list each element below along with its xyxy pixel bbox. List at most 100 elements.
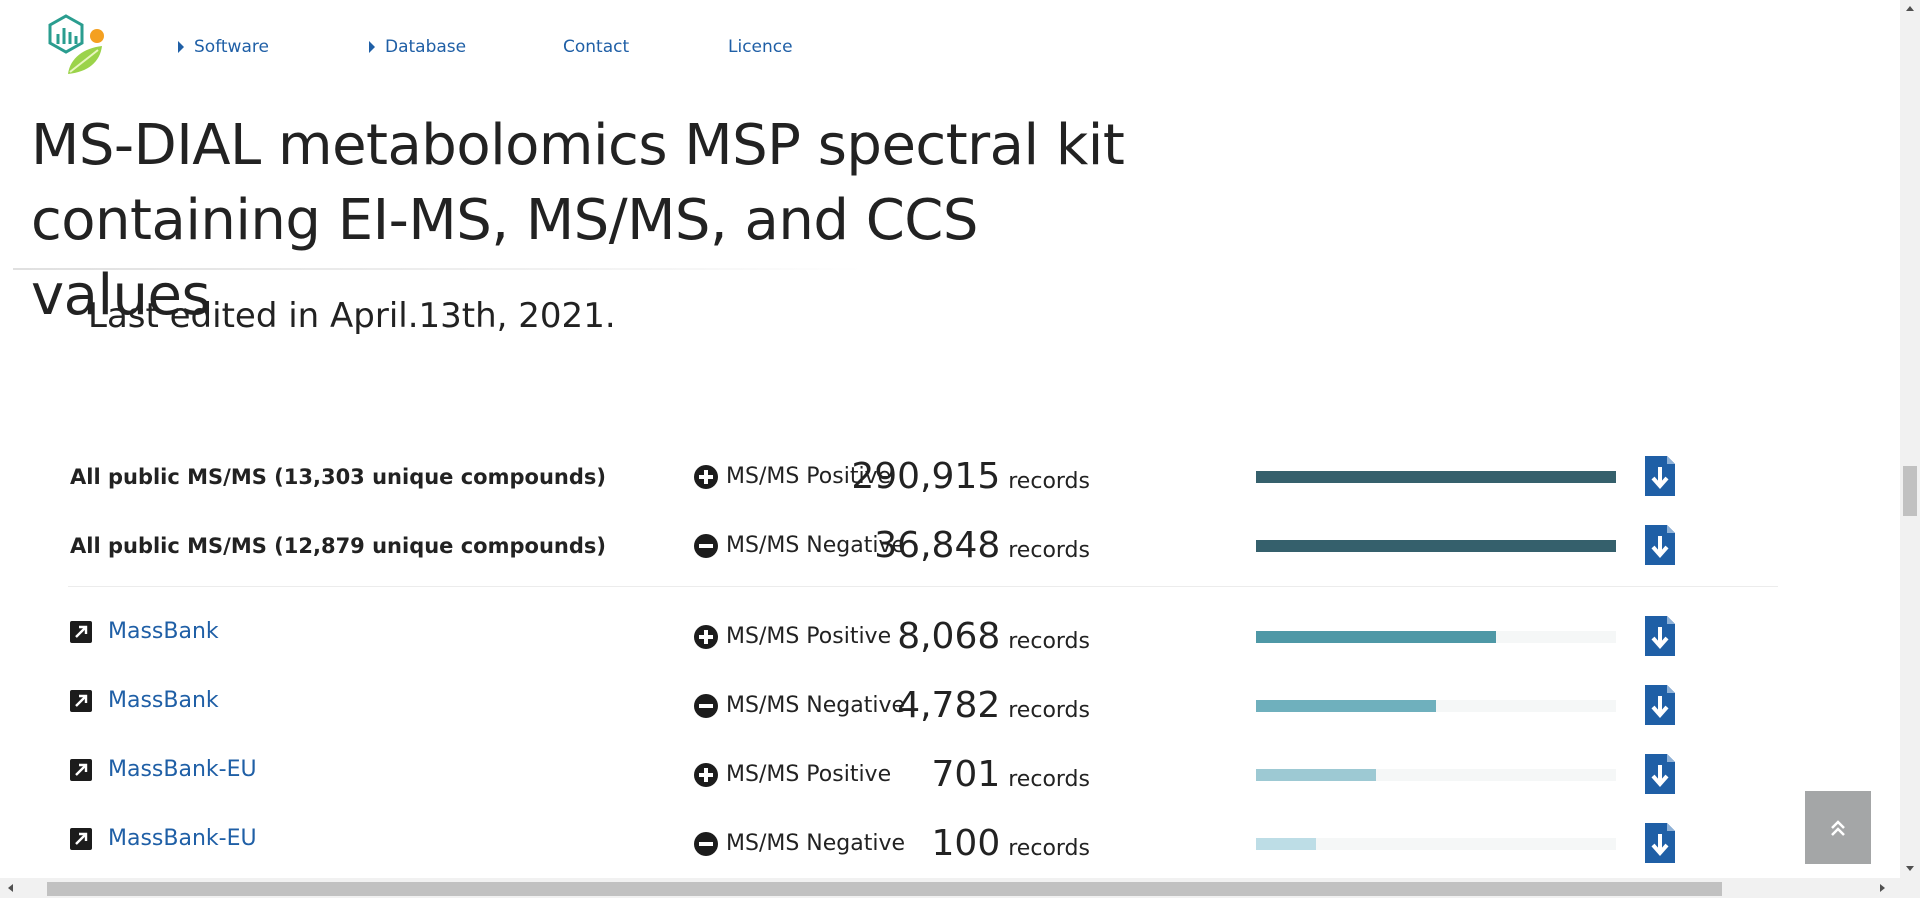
record-bar-fill: [1256, 838, 1317, 850]
source-link-label: MassBank: [108, 688, 219, 713]
nav-contact[interactable]: Contact: [563, 37, 629, 57]
record-bar-fill: [1256, 631, 1497, 643]
ion-mode-label: MS/MS Positive: [726, 464, 892, 489]
record-bar-track: [1256, 631, 1616, 643]
table-row: MassBank-EU MS/MS Positive 701 records: [0, 744, 1880, 804]
table-row: All public MS/MS (13,303 unique compound…: [0, 446, 1880, 506]
record-count-unit: records: [1008, 469, 1090, 494]
horizontal-scrollbar[interactable]: [0, 878, 1920, 898]
vertical-scrollbar[interactable]: [1900, 0, 1920, 878]
record-count-unit: records: [1008, 538, 1090, 563]
external-link-icon: [70, 758, 92, 781]
record-count: 701 records: [932, 754, 1090, 795]
record-bar-track: [1256, 700, 1616, 712]
external-link-icon: [70, 689, 92, 712]
source-label: All public MS/MS (12,879 unique compound…: [70, 534, 606, 558]
record-count-value: 4,782: [897, 685, 1001, 726]
record-count-unit: records: [1008, 767, 1090, 792]
table-row: MassBank MS/MS Negative 4,782 records: [0, 675, 1880, 735]
record-bar-track: [1256, 838, 1616, 850]
record-count-unit: records: [1008, 698, 1090, 723]
nav-database-label: Database: [385, 37, 467, 57]
plus-circle-icon: [694, 464, 718, 489]
ion-mode-label: MS/MS Negative: [726, 533, 906, 558]
record-bar-fill: [1256, 471, 1616, 483]
nav-software-label: Software: [194, 37, 269, 57]
download-file-icon[interactable]: [1645, 456, 1675, 496]
download-file-icon[interactable]: [1645, 616, 1675, 656]
ion-mode: MS/MS Negative: [694, 831, 905, 856]
source-label: All public MS/MS (13,303 unique compound…: [70, 465, 606, 489]
nav-contact-label: Contact: [563, 37, 630, 57]
ion-mode: MS/MS Negative: [694, 693, 905, 718]
source-link-label: MassBank: [108, 619, 219, 644]
record-count-value: 100: [931, 823, 1001, 864]
table-row: MassBank-EU MS/MS Negative 100 records: [0, 813, 1880, 873]
scroll-right-icon[interactable]: [1880, 884, 1885, 892]
download-file-icon[interactable]: [1645, 823, 1675, 863]
record-count-value: 701: [931, 754, 1001, 795]
record-bar-track: [1256, 471, 1616, 483]
source-link[interactable]: MassBank-EU: [70, 826, 257, 851]
site-logo[interactable]: [44, 14, 112, 78]
record-count-value: 290,915: [851, 456, 1001, 497]
vertical-scroll-thumb[interactable]: [1903, 466, 1917, 516]
ion-mode: MS/MS Negative: [694, 533, 905, 558]
table-row: All public MS/MS (12,879 unique compound…: [0, 515, 1880, 575]
minus-circle-icon: [694, 533, 718, 558]
ion-mode: MS/MS Positive: [694, 762, 891, 787]
ion-mode-label: MS/MS Negative: [726, 831, 906, 856]
title-divider: [13, 268, 863, 270]
scroll-down-icon[interactable]: [1906, 866, 1914, 871]
logo-icon: [48, 14, 104, 74]
external-link-icon: [70, 620, 92, 643]
download-file-icon[interactable]: [1645, 685, 1675, 725]
ion-mode-label: MS/MS Positive: [726, 762, 892, 787]
record-bar-fill: [1256, 540, 1616, 552]
source-link-label: MassBank-EU: [108, 826, 257, 851]
nav-licence-label: Licence: [728, 37, 793, 57]
record-count: 4,782 records: [897, 685, 1090, 726]
source-link[interactable]: MassBank: [70, 619, 219, 644]
back-to-top-button[interactable]: [1805, 791, 1871, 864]
record-count-unit: records: [1008, 629, 1090, 654]
record-count: 100 records: [932, 823, 1090, 864]
external-link-icon: [70, 827, 92, 850]
table-row: MassBank MS/MS Positive 8,068 records: [0, 606, 1880, 666]
source-link[interactable]: MassBank-EU: [70, 757, 257, 782]
record-count-unit: records: [1008, 836, 1090, 861]
nav-software[interactable]: Software: [178, 37, 269, 57]
row-group-divider: [68, 586, 1778, 587]
minus-circle-icon: [694, 831, 718, 856]
last-edited-text: Last edited in April.13th, 2021.: [88, 296, 616, 336]
record-count: 36,848 records: [874, 525, 1090, 566]
caret-right-icon: [178, 41, 184, 53]
record-count: 8,068 records: [897, 616, 1090, 657]
nav-licence[interactable]: Licence: [728, 37, 793, 57]
minus-circle-icon: [694, 693, 718, 718]
scroll-left-icon[interactable]: [8, 884, 13, 892]
record-bar-track: [1256, 769, 1616, 781]
nav-database[interactable]: Database: [369, 37, 466, 57]
plus-circle-icon: [694, 624, 718, 649]
record-count-value: 8,068: [897, 616, 1001, 657]
ion-mode-label: MS/MS Negative: [726, 693, 906, 718]
double-chevron-up-icon: [1831, 819, 1845, 836]
download-file-icon[interactable]: [1645, 525, 1675, 565]
ion-mode-label: MS/MS Positive: [726, 624, 892, 649]
record-bar-fill: [1256, 700, 1436, 712]
record-count-value: 36,848: [874, 525, 1001, 566]
record-count: 290,915 records: [851, 456, 1090, 497]
horizontal-scroll-thumb[interactable]: [47, 882, 1722, 896]
source-link[interactable]: MassBank: [70, 688, 219, 713]
caret-right-icon: [369, 41, 375, 53]
page-title: MS-DIAL metabolomics MSP spectral kit co…: [31, 113, 1125, 328]
scroll-up-icon[interactable]: [1906, 6, 1914, 11]
ion-mode: MS/MS Positive: [694, 464, 891, 489]
download-file-icon[interactable]: [1645, 754, 1675, 794]
ion-mode: MS/MS Positive: [694, 624, 891, 649]
source-link-label: MassBank-EU: [108, 757, 257, 782]
plus-circle-icon: [694, 762, 718, 787]
record-bar-track: [1256, 540, 1616, 552]
record-bar-fill: [1256, 769, 1376, 781]
